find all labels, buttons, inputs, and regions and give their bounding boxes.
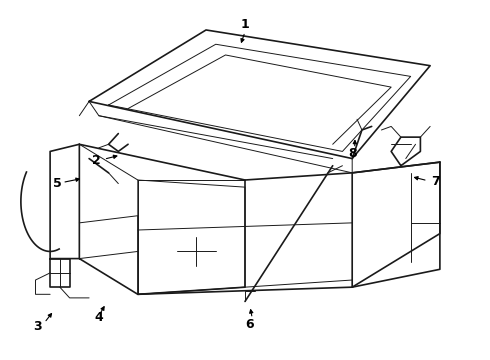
Text: 5: 5 [53,177,62,190]
Text: 1: 1 [241,18,249,31]
Text: 6: 6 [245,318,254,331]
Text: 2: 2 [92,154,101,167]
Text: 3: 3 [34,320,42,333]
Text: 7: 7 [431,175,440,188]
Text: 8: 8 [348,147,357,160]
Text: 4: 4 [95,311,103,324]
